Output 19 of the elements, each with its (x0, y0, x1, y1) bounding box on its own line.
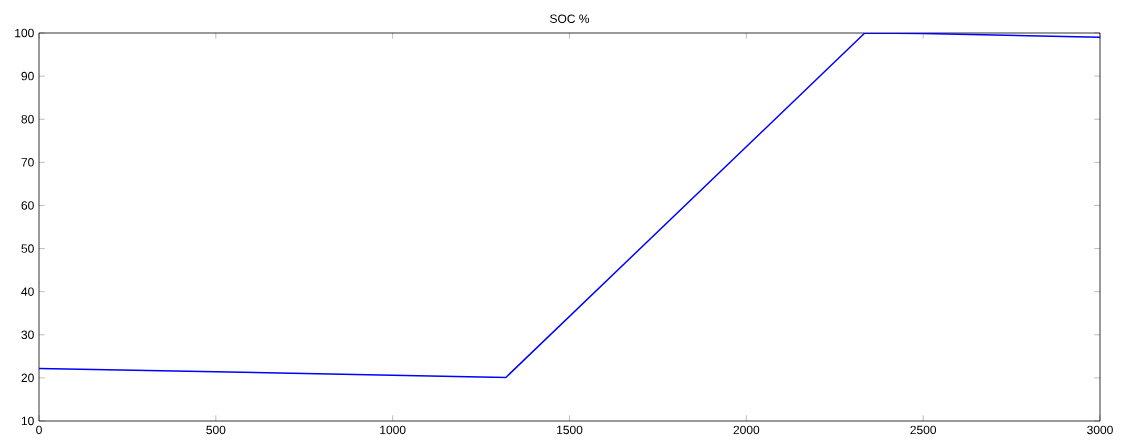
chart-title: SOC % (550, 14, 590, 23)
x-tick-label: 3000 (1087, 425, 1113, 435)
y-tick-label: 20 (21, 373, 34, 383)
line-series (39, 33, 1100, 379)
x-tick-label: 1500 (557, 425, 583, 435)
y-tick-label: 100 (15, 28, 34, 38)
y-tick-label: 30 (21, 330, 34, 340)
y-tick-label: 90 (21, 71, 34, 81)
y-tick-label: 40 (21, 287, 34, 296)
y-tick-label: 50 (21, 244, 34, 253)
y-tick-label: 60 (21, 201, 34, 210)
y-tick-label: 80 (21, 114, 34, 124)
y-tick-label: 10 (21, 416, 34, 426)
x-tick-label: 0 (36, 425, 42, 435)
x-tick-label: 2000 (733, 425, 760, 435)
y-tick-label: 70 (21, 158, 34, 167)
x-tick-label: 2500 (910, 425, 937, 435)
x-tick-label: 1000 (380, 425, 406, 435)
x-tick-label: 500 (206, 425, 226, 435)
